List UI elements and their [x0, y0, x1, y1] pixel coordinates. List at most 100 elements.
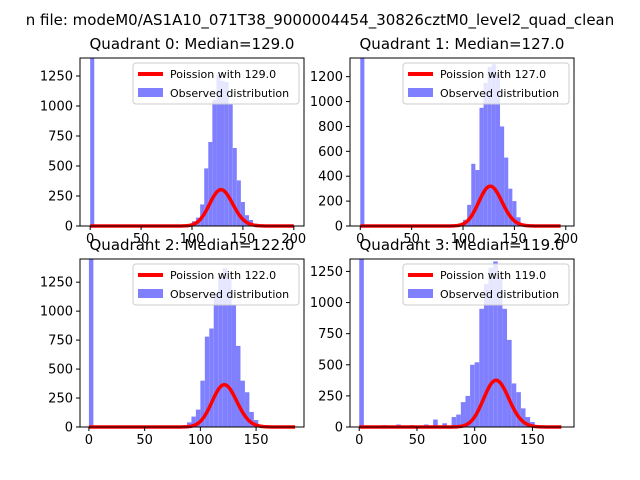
histogram-bar	[228, 103, 233, 226]
x-tick-label: 200	[553, 232, 578, 247]
histogram-bar	[493, 261, 498, 427]
histogram-bar	[200, 380, 205, 427]
histogram-bar	[497, 277, 503, 427]
legend-label-poisson: Poission with 122.0	[170, 269, 276, 282]
x-tick-label: 100	[451, 232, 476, 247]
histogram-bar	[516, 392, 521, 427]
x-tick-label: 100	[462, 433, 487, 448]
panel-title: Quadrant 3: Median=119.0	[360, 236, 565, 254]
histogram-bar	[442, 423, 447, 427]
x-tick-label: 100	[188, 433, 213, 448]
legend-bar-swatch	[138, 289, 163, 298]
histogram-bar	[488, 267, 494, 427]
y-tick-label: 500	[318, 358, 343, 373]
panel-quadrant-0: 0 50 100 150 200 0 250 500 750 1000 1250 Quadrant…	[40, 35, 306, 247]
y-tick-label: 1250	[40, 70, 73, 85]
legend-label-observed: Observed distribution	[170, 87, 289, 100]
x-tick-label: 0	[355, 433, 363, 448]
x-tick-label: 50	[409, 433, 426, 448]
histogram-bar	[204, 168, 209, 226]
panel-quadrant-3: 0 50 100 150 0 250 500 750 1000 1250 Quadrant 3:…	[310, 236, 575, 448]
y-tick-label: 1000	[40, 305, 73, 320]
histogram-bar	[507, 339, 512, 427]
histogram-bar	[500, 126, 505, 226]
histogram-bar	[433, 419, 438, 427]
y-tick-label: 250	[48, 190, 73, 205]
histogram-bars	[360, 58, 529, 227]
legend-label-poisson: Poission with 127.0	[440, 68, 546, 81]
histogram-bars	[359, 259, 535, 427]
histogram-bar	[186, 422, 192, 427]
y-tick-label: 0	[335, 220, 343, 235]
x-tick-label: 0	[356, 232, 364, 247]
histogram-bar	[218, 276, 223, 427]
y-tick-label: 500	[48, 363, 73, 378]
x-tick-label: 0	[86, 232, 94, 247]
legend-label-poisson: Poission with 129.0	[170, 68, 276, 81]
y-axis-ticks: 0 250 500 750 1000 1250	[40, 70, 80, 235]
x-tick-label: 100	[180, 232, 205, 247]
histogram-bar	[512, 201, 517, 226]
histogram-bar	[213, 293, 219, 427]
y-tick-label: 0	[65, 421, 73, 436]
y-tick-label: 0	[335, 421, 343, 436]
legend-label-observed: Observed distribution	[440, 288, 559, 301]
x-tick-label: 50	[403, 232, 420, 247]
histogram-bar	[359, 259, 364, 427]
histogram-bar	[460, 402, 466, 427]
histogram-bar	[204, 336, 210, 427]
histogram-bar	[90, 58, 95, 226]
y-tick-label: 600	[318, 145, 343, 160]
histogram-bar	[232, 148, 237, 226]
histogram-bar	[487, 66, 492, 227]
y-tick-label: 200	[318, 195, 343, 210]
histogram-bar	[511, 383, 517, 427]
poisson-curve	[359, 184, 562, 228]
histogram-bar	[483, 283, 489, 427]
histogram-bar	[240, 202, 245, 226]
panel-title: Quadrant 1: Median=127.0	[360, 35, 565, 53]
x-tick-label: 150	[502, 232, 527, 247]
legend: Poission with 119.0 Observed distributio…	[402, 263, 570, 306]
y-tick-label: 250	[318, 389, 343, 404]
figure-title: n file: modeM0/AS1A10_071T38_9000004454_…	[26, 11, 615, 30]
y-tick-label: 1000	[310, 95, 343, 110]
histogram-bar	[220, 80, 225, 226]
histogram-bar	[88, 259, 94, 427]
panel-quadrant-2: 0 50 100 150 0 250 500 750 1000 1250 Quadrant 2:…	[40, 236, 305, 448]
histogram-bar	[208, 142, 213, 226]
legend-box	[402, 263, 570, 306]
legend-box	[132, 62, 300, 105]
panel-title: Quadrant 0: Median=129.0	[90, 35, 295, 53]
legend-bar-swatch	[408, 88, 433, 97]
y-tick-label: 400	[318, 170, 343, 185]
histogram-bar	[236, 345, 241, 427]
legend: Poission with 127.0 Observed distributio…	[402, 62, 570, 105]
histogram-bar	[471, 163, 476, 226]
histogram-bar	[227, 278, 232, 427]
histogram-bar	[491, 64, 496, 226]
x-tick-label: 150	[244, 433, 269, 448]
x-tick-label: 0	[85, 433, 93, 448]
y-axis-ticks: 0 200 400 600 800 1000 1200	[310, 70, 350, 235]
x-tick-label: 150	[230, 232, 255, 247]
axes-frame	[79, 258, 305, 428]
axes-frame	[349, 57, 575, 227]
histogram-bar	[495, 74, 501, 227]
histogram-bar	[191, 416, 196, 427]
panel-quadrant-1: 0 50 100 150 200 0 200 400 600 800 1000 1200 Quadr…	[310, 35, 578, 247]
panel-title: Quadrant 2: Median=122.0	[90, 236, 295, 254]
y-tick-label: 800	[318, 120, 343, 135]
x-tick-label: 50	[136, 433, 153, 448]
y-tick-label: 1000	[40, 100, 73, 115]
legend: Poission with 122.0 Observed distributio…	[132, 263, 300, 306]
histogram-bar	[474, 362, 480, 427]
y-tick-label: 0	[65, 220, 73, 235]
histogram-bar	[502, 308, 508, 427]
legend-box	[132, 263, 300, 306]
histogram-bar	[520, 408, 526, 427]
poisson-line	[89, 187, 295, 228]
legend-label-poisson: Poission with 119.0	[440, 269, 546, 282]
y-tick-label: 750	[48, 130, 73, 145]
